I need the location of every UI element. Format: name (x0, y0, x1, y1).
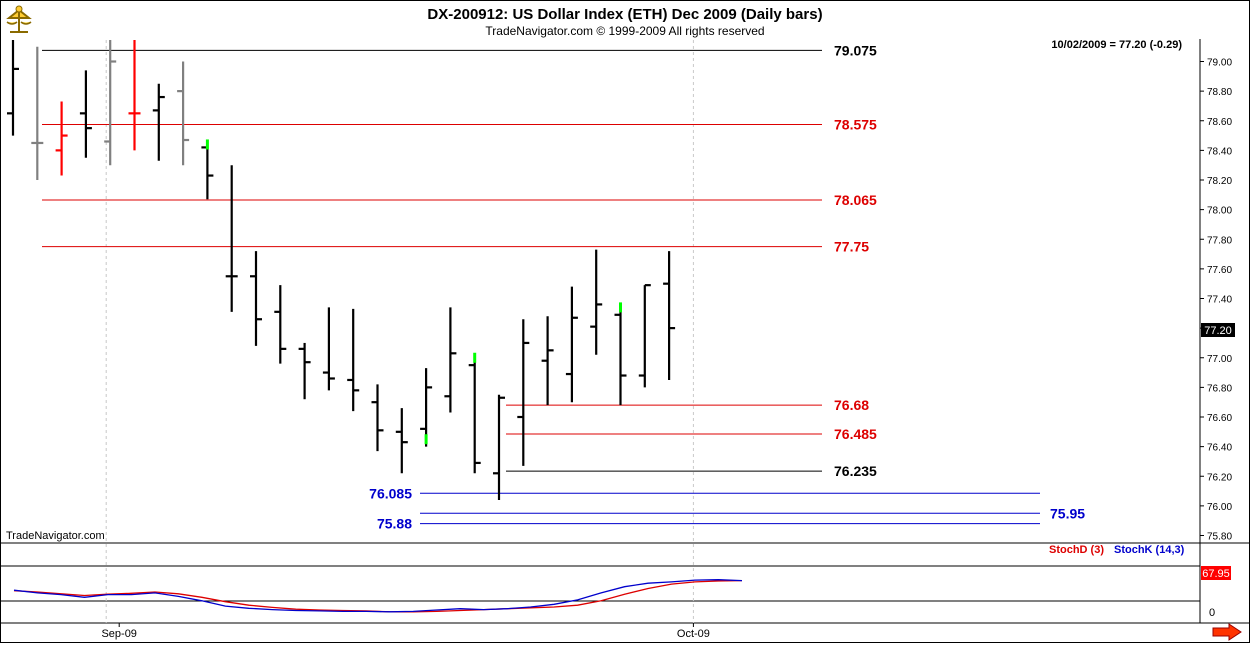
level-label: 77.75 (834, 239, 869, 255)
stoch-value-label: 67.95 (1202, 568, 1230, 580)
ohlc-bar (298, 342, 311, 400)
stoch-value-tag (1201, 566, 1231, 580)
gridlines (105, 40, 694, 623)
ohlc-bar (663, 251, 676, 380)
ohlc-bar (177, 61, 190, 166)
ohlc-bar (55, 101, 68, 176)
y-tick-label: 77.60 (1207, 265, 1232, 276)
ohlc-bar (493, 394, 505, 500)
ohlc-bar (590, 249, 603, 355)
stoch-zero-label: 0 (1209, 607, 1215, 619)
level-label: 76.235 (834, 463, 877, 479)
x-tick-label: Oct-09 (677, 628, 710, 640)
time-axis: Sep-09 Oct-09 (101, 623, 710, 640)
y-tick-label: 75.80 (1207, 532, 1232, 543)
level-label: 79.075 (834, 42, 877, 58)
y-tick-label: 77.00 (1207, 354, 1232, 365)
ohlc-bar (79, 70, 92, 158)
ohlc-bar (128, 40, 141, 151)
ohlc-bar (225, 165, 238, 312)
price-axis: 79.00 78.80 78.60 78.40 78.20 78.00 77.80 77.60… (1200, 58, 1232, 543)
ohlc-bar (152, 83, 165, 161)
watermark: TradeNavigator.com (6, 530, 105, 542)
price-bars (7, 40, 676, 500)
y-tick-label: 76.00 (1207, 502, 1232, 513)
chart-copyright: TradeNavigator.com © 1999-2009 All right… (485, 24, 764, 38)
x-tick-label: Sep-09 (101, 628, 136, 640)
y-tick-label: 78.80 (1207, 87, 1232, 98)
ohlc-bar (371, 384, 384, 452)
ohlc-bar (104, 40, 117, 166)
y-tick-label: 77.40 (1207, 295, 1232, 306)
ohlc-bar (31, 46, 44, 180)
y-tick-label: 78.00 (1207, 206, 1232, 217)
level-label: 78.065 (834, 192, 877, 208)
ohlc-bar (517, 319, 530, 466)
y-tick-label: 76.40 (1207, 443, 1232, 454)
ohlc-bar (638, 284, 651, 388)
level-label: 78.575 (834, 116, 877, 132)
y-tick-label: 76.20 (1207, 472, 1232, 483)
stoch-d-legend: StochD (3) (1049, 544, 1104, 556)
ohlc-bar (395, 408, 408, 474)
y-tick-label: 78.60 (1207, 117, 1232, 128)
stoch-line (13, 579, 743, 613)
status-readout: 10/02/2009 = 77.20 (-0.29) (1051, 39, 1182, 51)
ohlc-bar (541, 316, 554, 406)
y-tick-label: 78.20 (1207, 176, 1232, 187)
ohlc-bar (250, 251, 262, 346)
y-tick-label: 76.80 (1207, 383, 1232, 394)
ohlc-bar (201, 139, 214, 200)
ohlc-bar (565, 286, 578, 403)
scroll-right-arrow-icon[interactable] (1212, 623, 1242, 641)
ohlc-bar (274, 285, 287, 364)
level-label: 76.68 (834, 397, 869, 413)
level-label: 75.88 (377, 516, 412, 532)
y-tick-label: 76.60 (1207, 413, 1232, 424)
trade-navigator-logo-icon[interactable] (6, 5, 32, 33)
y-tick-label: 78.40 (1207, 146, 1232, 157)
last-price-label: 77.20 (1204, 325, 1232, 337)
ohlc-bar (468, 352, 481, 474)
last-price-tag (1201, 323, 1235, 337)
ohlc-bar (444, 307, 457, 413)
level-label: 75.95 (1050, 505, 1085, 521)
stochastic-panel (13, 579, 743, 613)
chart-title: DX-200912: US Dollar Index (ETH) Dec 200… (427, 6, 822, 23)
level-label: 76.485 (834, 426, 877, 442)
ohlc-bar (322, 307, 335, 391)
level-lines: 79.075 78.575 78.065 77.75 76.68 76.485 76.235… (42, 42, 1085, 532)
header-bar (1, 1, 1249, 39)
stoch-k-legend: StochK (14,3) (1114, 544, 1185, 556)
level-label: 76.085 (369, 485, 412, 501)
ohlc-bar (420, 368, 433, 447)
ohlc-bar (7, 40, 19, 136)
y-tick-label: 77.80 (1207, 235, 1232, 246)
y-tick-label: 79.00 (1207, 58, 1232, 69)
ohlc-bar (614, 302, 627, 406)
ohlc-bar (347, 308, 360, 412)
